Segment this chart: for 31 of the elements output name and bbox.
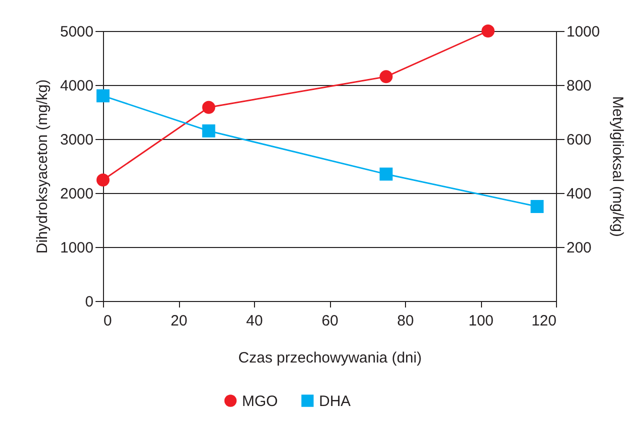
x-tick-label: 80 bbox=[397, 312, 414, 330]
x-tick-label: 60 bbox=[322, 312, 338, 330]
point bbox=[380, 70, 393, 84]
y-tick-label: 2000 bbox=[60, 186, 94, 202]
y2-tick-label: 800 bbox=[566, 78, 592, 94]
x-tick-label: 40 bbox=[246, 312, 263, 330]
y2-tick-label: 600 bbox=[566, 132, 592, 148]
y-tick-label: 3000 bbox=[60, 132, 94, 148]
y2-tick-label: 400 bbox=[566, 186, 592, 202]
y-tick-label: 0 bbox=[85, 294, 94, 310]
x-tick-label: 20 bbox=[170, 312, 188, 330]
point bbox=[202, 124, 216, 138]
point bbox=[96, 89, 110, 102]
legend-label: MGO bbox=[242, 392, 278, 410]
x-tick-label: 0 bbox=[104, 312, 112, 330]
point bbox=[530, 200, 544, 214]
y2-tick-label: 200 bbox=[566, 240, 592, 256]
x-tick-label: 120 bbox=[531, 312, 556, 330]
y2-tick-label: 1000 bbox=[566, 24, 600, 40]
y-axis-title: Dihydroksyaceton (mg/kg) bbox=[34, 79, 52, 254]
point bbox=[380, 168, 393, 181]
y-tick-label: 5000 bbox=[60, 24, 94, 40]
point bbox=[482, 24, 495, 38]
x-tick-label: 100 bbox=[468, 312, 494, 330]
x-axis-title: Czas przechowywania (dni) bbox=[238, 350, 422, 366]
y2-axis-title: Metylglioksal (mg/kg) bbox=[608, 96, 626, 237]
point bbox=[202, 100, 216, 114]
legend-label: DHA bbox=[319, 392, 351, 410]
y-tick-label: 4000 bbox=[60, 78, 94, 94]
y-tick-label: 1000 bbox=[60, 240, 94, 256]
point bbox=[96, 174, 110, 187]
